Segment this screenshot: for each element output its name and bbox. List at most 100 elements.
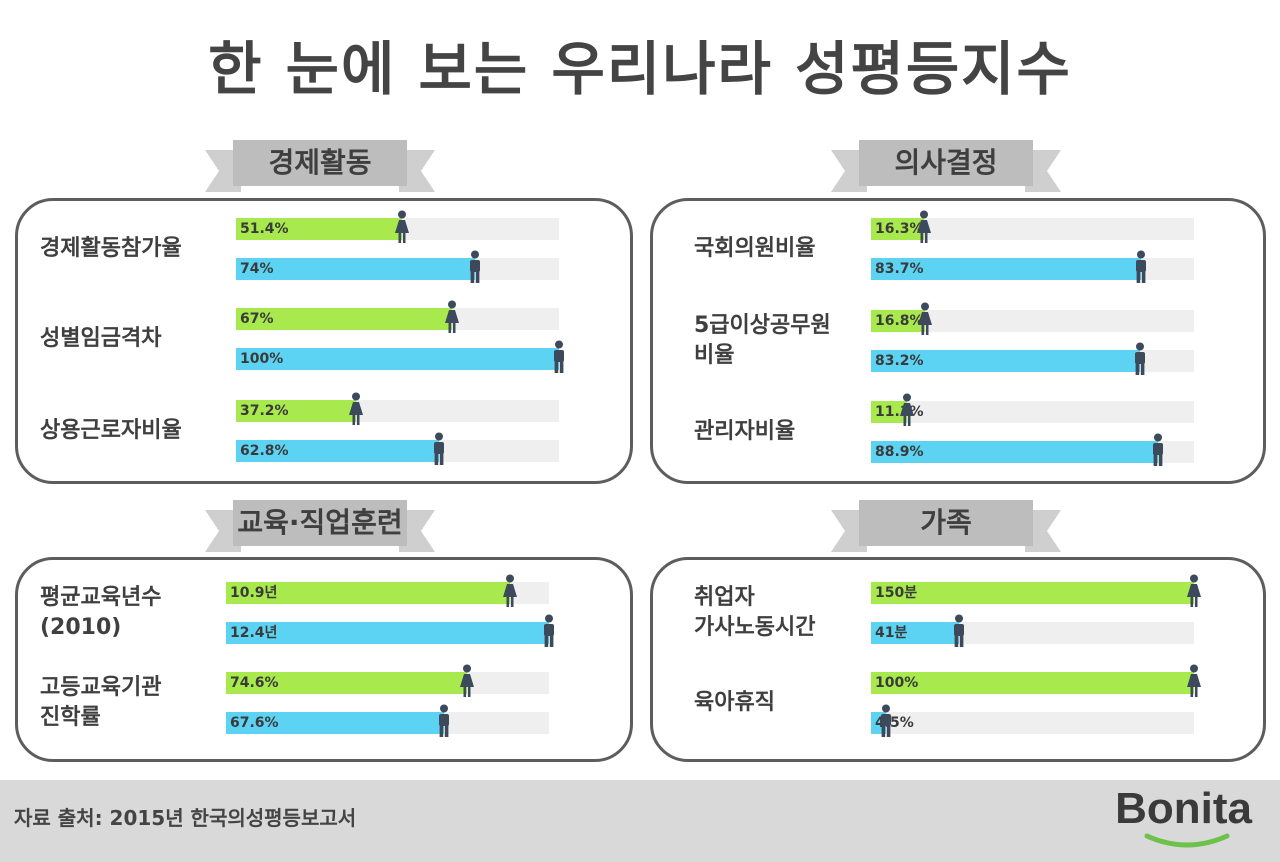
bar-track: 11.1% xyxy=(871,401,1194,423)
male-icon xyxy=(1131,342,1149,380)
section-title: 가족 xyxy=(920,506,972,539)
section-title: 의사결정 xyxy=(894,146,998,179)
category-label: 경제활동참가율 xyxy=(40,236,182,261)
male-bar xyxy=(226,712,445,734)
section-ribbon: 의사결정 xyxy=(831,138,1061,196)
chart-panel xyxy=(650,198,1266,484)
male-bar xyxy=(236,348,559,370)
chart-panel xyxy=(15,198,633,484)
bar-value-label: 83.7% xyxy=(875,261,924,277)
section-title: 경제활동 xyxy=(268,146,372,179)
male-bar xyxy=(236,258,476,280)
section-ribbon: 경제활동 xyxy=(205,138,435,196)
male-icon xyxy=(430,432,448,470)
bar-value-label: 62.8% xyxy=(240,443,289,459)
bar-track: 83.7% xyxy=(871,258,1194,280)
male-icon xyxy=(466,250,484,288)
category-label: 육아휴직 xyxy=(694,690,775,715)
ribbon-shape xyxy=(205,140,435,192)
brand-logo: Bonita xyxy=(1115,784,1252,833)
bar-value-label: 74.6% xyxy=(230,675,279,691)
bar-track: 67.6% xyxy=(226,712,549,734)
ribbon-shape xyxy=(831,140,1061,192)
female-icon xyxy=(916,302,934,340)
source-note: 자료 출처: 2015년 한국의성평등보고서 xyxy=(14,806,357,830)
female-bar xyxy=(236,400,357,422)
male-bar xyxy=(871,258,1142,280)
bar-track: 16.8% xyxy=(871,310,1194,332)
brand-swoosh-icon xyxy=(1144,833,1230,848)
bar-value-label: 16.3% xyxy=(875,221,924,237)
bar-track: 74.6% xyxy=(226,672,549,694)
bar-value-label: 16.8% xyxy=(875,313,924,329)
section-ribbon: 교육·직업훈련 xyxy=(205,498,435,556)
female-icon xyxy=(1185,664,1203,702)
female-bar xyxy=(871,310,926,332)
bar-track: 150분 xyxy=(871,582,1194,604)
category-label: 취업자 가사노동시간 xyxy=(694,585,816,640)
bar-track: 37.2% xyxy=(236,400,559,422)
bar-track: 83.2% xyxy=(871,350,1194,372)
bar-value-label: 37.2% xyxy=(240,403,289,419)
male-icon xyxy=(550,340,568,378)
female-icon xyxy=(1185,574,1203,612)
bar-value-label: 41분 xyxy=(875,625,908,641)
bar-value-label: 100% xyxy=(875,675,919,691)
male-bar xyxy=(871,350,1140,372)
category-label: 관리자비율 xyxy=(694,419,796,444)
section-ribbon: 가족 xyxy=(831,498,1061,556)
bar-track: 12.4년 xyxy=(226,622,549,644)
female-icon xyxy=(898,393,916,431)
bar-value-label: 100% xyxy=(240,351,284,367)
female-bar xyxy=(871,401,907,423)
male-icon xyxy=(540,614,558,652)
bar-track: 10.9년 xyxy=(226,582,549,604)
bar-value-label: 12.4년 xyxy=(230,625,278,641)
bar-track: 74% xyxy=(236,258,559,280)
page-title: 한 눈에 보는 우리나라 성평등지수 xyxy=(208,35,1072,103)
bar-track: 4.5% xyxy=(871,712,1194,734)
male-icon xyxy=(950,614,968,652)
female-icon xyxy=(347,392,365,430)
bar-value-label: 10.9년 xyxy=(230,585,278,601)
female-bar xyxy=(871,582,1194,604)
bar-track: 67% xyxy=(236,308,559,330)
male-icon xyxy=(877,704,895,742)
category-label: 평균교육년수 (2010) xyxy=(40,585,162,640)
male-bar xyxy=(871,622,960,644)
category-label: 5급이상공무원 비율 xyxy=(694,313,831,368)
section-title: 교육·직업훈련 xyxy=(237,506,403,539)
ribbon-shape xyxy=(205,500,435,552)
bar-value-label: 83.2% xyxy=(875,353,924,369)
category-label: 국회의원비율 xyxy=(694,236,816,261)
female-bar xyxy=(236,218,403,240)
bar-track: 100% xyxy=(871,672,1194,694)
female-icon xyxy=(458,664,476,702)
female-bar xyxy=(226,582,510,604)
female-bar xyxy=(226,672,467,694)
bar-value-label: 150분 xyxy=(875,585,918,601)
footer: 자료 출처: 2015년 한국의성평등보고서 Bonita xyxy=(0,780,1280,862)
bar-track: 88.9% xyxy=(871,441,1194,463)
bar-track: 41분 xyxy=(871,622,1194,644)
ribbon-shape xyxy=(831,500,1061,552)
bar-track: 62.8% xyxy=(236,440,559,462)
bar-value-label: 74% xyxy=(240,261,274,277)
bar-value-label: 67% xyxy=(240,311,274,327)
female-bar xyxy=(236,308,453,330)
male-bar xyxy=(871,441,1159,463)
category-label: 고등교육기관 진학률 xyxy=(40,675,162,730)
male-bar xyxy=(226,622,549,644)
bar-value-label: 51.4% xyxy=(240,221,289,237)
female-bar xyxy=(871,218,924,240)
female-icon xyxy=(443,300,461,338)
male-icon xyxy=(1132,250,1150,288)
female-icon xyxy=(501,574,519,612)
bar-value-label: 88.9% xyxy=(875,444,924,460)
male-icon xyxy=(1149,433,1167,471)
male-icon xyxy=(435,704,453,742)
bar-value-label: 67.6% xyxy=(230,715,279,731)
bar-track: 100% xyxy=(236,348,559,370)
female-bar xyxy=(871,672,1194,694)
category-label: 상용근로자비율 xyxy=(40,418,182,443)
